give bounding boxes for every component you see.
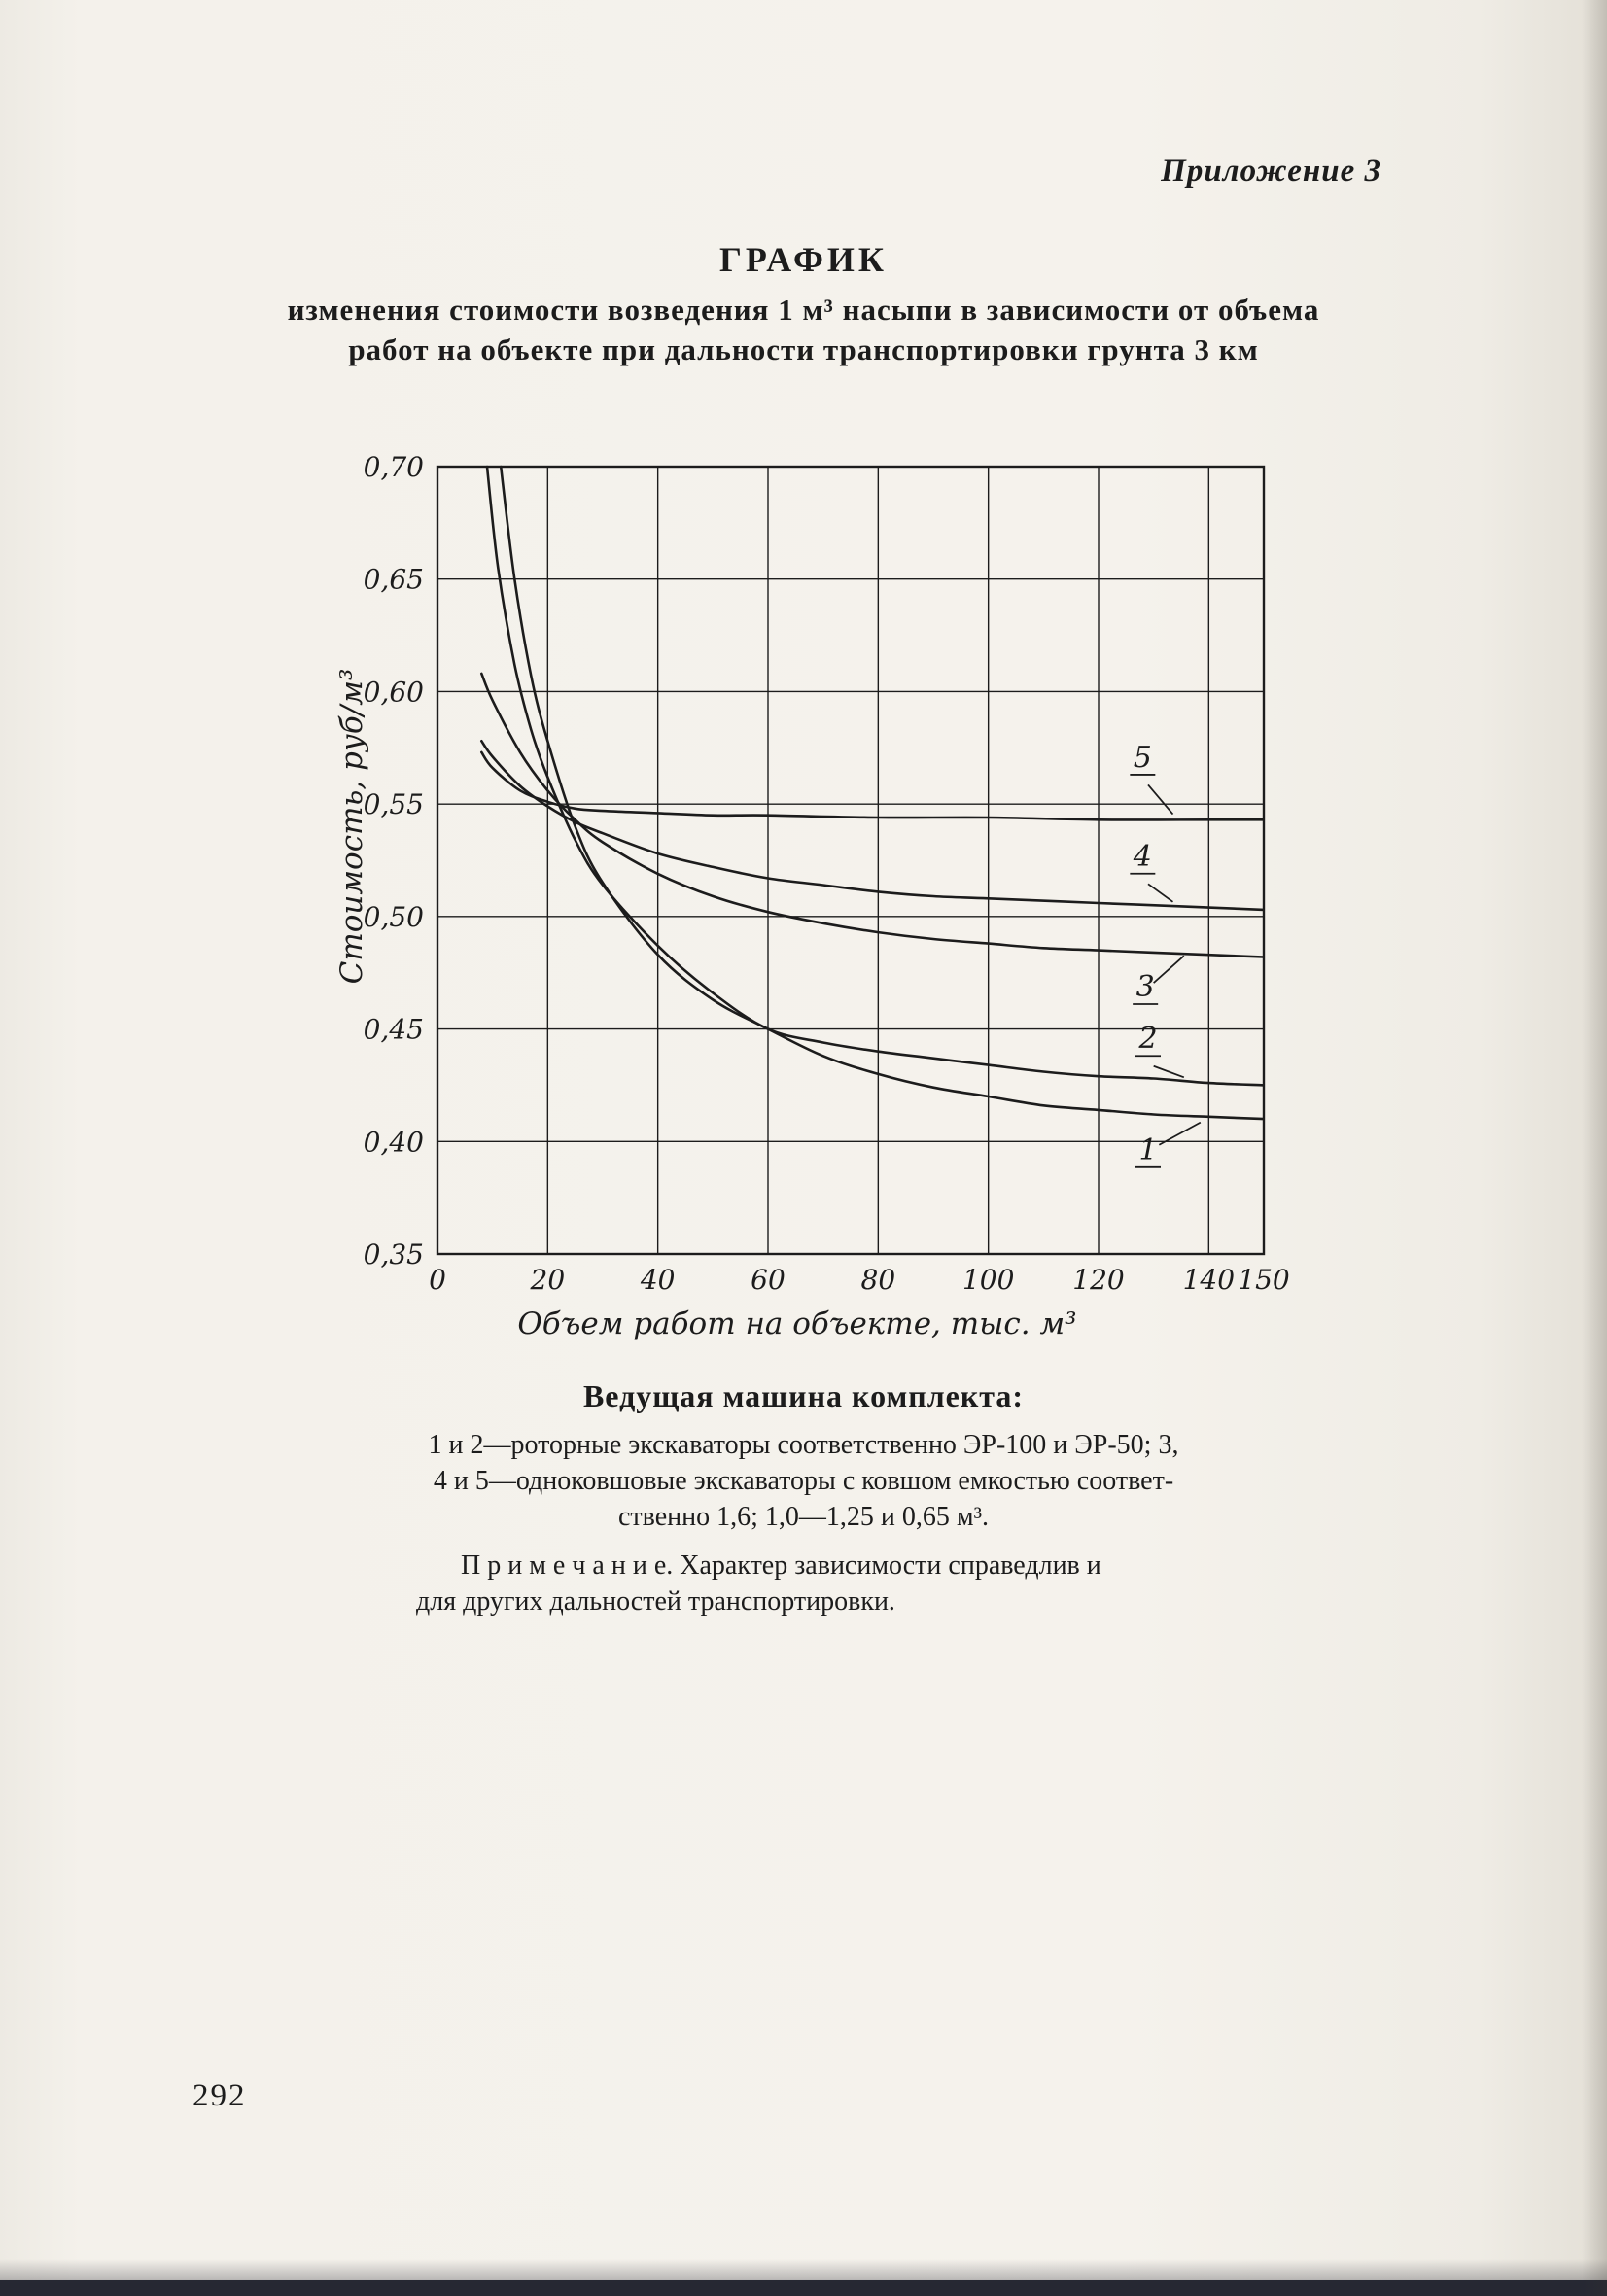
y-tick-label: 0,45 (364, 1014, 424, 1046)
cost-vs-volume-chart: 0 20 40 60 80 100 120 140 150 0,35 0,40 0,45 0,50 0,5… (334, 451, 1290, 1341)
subtitle-line-2: работ на объекте при дальности транспорт… (348, 332, 1259, 366)
x-tick-label: 60 (751, 1264, 786, 1296)
x-tick-label: 80 (861, 1264, 896, 1296)
curve-label-pointer-2 (1153, 1064, 1185, 1079)
x-tick-label: 20 (530, 1264, 566, 1296)
appendix-label: Приложение 3 (1161, 154, 1381, 189)
page-subtitle: изменения стоимости возведения 1 м³ насы… (0, 290, 1607, 369)
note-line-2: для других дальностей транспортировки. (416, 1586, 895, 1617)
curve-label-4: 4 (1133, 840, 1152, 874)
x-tick-label: 40 (640, 1264, 676, 1296)
curve-label-pointer-5 (1147, 783, 1174, 816)
x-tick-label: 100 (962, 1264, 1014, 1296)
y-tick-label: 0,65 (364, 564, 424, 596)
curve-label-pointer-1 (1158, 1121, 1202, 1146)
y-tick-label: 0,55 (364, 788, 424, 820)
curve-label-1: 1 (1138, 1133, 1157, 1167)
x-tick-label: 140 (1183, 1264, 1235, 1296)
note-line-1: П р и м е ч а н и е. Характер зависимост… (461, 1550, 1101, 1581)
curve-label-5: 5 (1134, 741, 1152, 775)
x-axis-title: Объем работ на объекте, тыс. м³ (517, 1306, 1076, 1341)
caption-heading: Ведущая машина комплекта: (582, 1378, 1025, 1413)
curve-label-2: 2 (1137, 1022, 1157, 1056)
page-title: ГРАФИК (718, 240, 889, 279)
y-tick-label: 0,50 (364, 901, 424, 933)
curve-2 (485, 465, 1264, 1087)
page-number: 292 (192, 2078, 247, 2113)
y-tick-label: 0,60 (364, 676, 424, 708)
caption-line-2: 4 и 5—одноковшовые экскаваторы с ковшом … (433, 1466, 1174, 1496)
x-tick-label: 0 (429, 1264, 446, 1296)
y-tick-label: 0,40 (364, 1126, 424, 1158)
x-tick-label: 120 (1072, 1264, 1124, 1296)
curve-label-pointer-4 (1147, 883, 1174, 903)
figure-caption: 1 и 2—роторные экскаваторы соответственн… (0, 1427, 1607, 1535)
subtitle-line-1: изменения стоимости возведения 1 м³ насы… (287, 293, 1320, 327)
plot-frame (436, 465, 1266, 1256)
curve-label-3: 3 (1136, 970, 1155, 1004)
curve-3 (480, 672, 1264, 958)
scan-edge-bottom (0, 2259, 1607, 2296)
x-tick-label: 150 (1238, 1264, 1289, 1296)
curve-label-pointer-3 (1153, 955, 1185, 984)
y-tick-label: 0,70 (364, 451, 424, 483)
note-block: П р и м е ч а н и е. Характер зависимост… (416, 1548, 1262, 1619)
caption-line-1: 1 и 2—роторные экскаваторы соответственн… (428, 1430, 1179, 1460)
y-tick-label: 0,35 (364, 1238, 424, 1270)
curve-5 (480, 750, 1264, 821)
caption-line-3: ственно 1,6; 1,0—1,25 и 0,65 м³. (618, 1502, 989, 1532)
y-axis-title: Стоимость, руб/м³ (334, 669, 369, 985)
